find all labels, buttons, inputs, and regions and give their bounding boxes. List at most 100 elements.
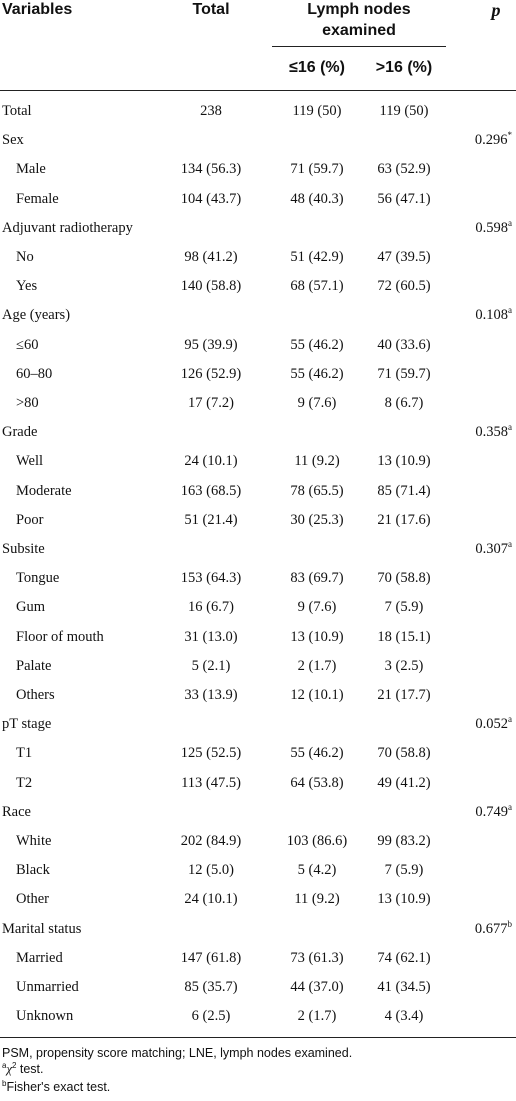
table-bottom-rule (0, 1037, 516, 1038)
header-le16: ≤16 (%) (289, 59, 345, 76)
cell-p-value: 0.296* (475, 131, 512, 149)
cell-total: 12 (5.0) (188, 862, 234, 879)
row-label: Male (16, 161, 46, 178)
cell-le16: 2 (1.7) (297, 1008, 337, 1025)
p-value-text: 0.677 (474, 920, 508, 937)
row-label: Marital status (2, 920, 82, 937)
cell-le16: 11 (9.2) (294, 891, 340, 908)
cell-gt16: 71 (59.7) (377, 365, 431, 382)
cell-gt16: 13 (10.9) (377, 891, 431, 908)
row-label: ≤60 (16, 336, 39, 353)
p-value-text: 0.307 (475, 541, 508, 557)
row-label: Gum (16, 599, 45, 616)
row-label: Unmarried (16, 979, 79, 995)
p-value-text: 0.358 (475, 424, 508, 441)
p-value-text: 0.296 (474, 132, 508, 149)
cell-le16: 13 (10.9) (290, 628, 344, 645)
cell-total: 202 (84.9) (180, 833, 242, 849)
cell-total: 95 (39.9) (184, 336, 238, 353)
footnote-a-square: 2 (11, 1061, 17, 1070)
row-label: Palate (16, 657, 52, 674)
row-label: White (16, 833, 52, 849)
cell-le16: 55 (46.2) (290, 365, 344, 382)
cell-gt16: 47 (39.5) (377, 249, 431, 265)
p-value-footnote-mark: a (508, 217, 512, 228)
p-value-footnote-mark: a (508, 539, 512, 549)
cell-gt16: 70 (58.8) (377, 745, 431, 762)
row-label: pT stage (2, 716, 52, 733)
cell-gt16: 72 (60.5) (377, 278, 431, 295)
cell-le16: 9 (7.6) (297, 395, 337, 411)
cell-le16: 2 (1.7) (297, 657, 337, 674)
header-lne-line1: Lymph nodes (307, 1, 411, 18)
cell-le16: 11 (9.2) (294, 453, 340, 470)
cell-total: 17 (7.2) (188, 395, 234, 411)
cell-total: 24 (10.1) (184, 891, 238, 908)
cell-gt16: 56 (47.1) (377, 190, 431, 207)
cell-le16: 55 (46.2) (290, 745, 344, 762)
cell-gt16: 7 (5.9) (384, 862, 424, 879)
p-value-text: 0.108 (475, 307, 508, 324)
p-value-footnote-mark: a (508, 305, 512, 316)
cell-total: 125 (52.5) (180, 745, 242, 762)
cell-gt16: 41 (34.5) (377, 979, 431, 995)
row-label: T2 (16, 774, 33, 791)
cell-le16: 55 (46.2) (290, 336, 344, 353)
cell-total: 238 (200, 103, 222, 119)
footnote-a-chi: χ (6, 1062, 12, 1076)
cell-total: 153 (64.3) (180, 570, 242, 587)
cell-total: 140 (58.8) (180, 278, 242, 295)
cell-gt16: 21 (17.7) (377, 687, 431, 703)
row-label: Adjuvant radiotherapy (2, 219, 133, 236)
cell-total: 33 (13.9) (184, 687, 238, 703)
p-value-footnote-mark: a (508, 801, 512, 812)
header-gt16: >16 (%) (375, 59, 433, 76)
cell-total: 163 (68.5) (180, 482, 242, 499)
cell-p-value: 0.108a (475, 306, 512, 324)
cell-total: 104 (43.7) (180, 190, 242, 207)
row-label: Subsite (2, 541, 45, 557)
cell-p-value: 0.052a (475, 715, 512, 733)
cell-gt16: 70 (58.8) (377, 570, 431, 587)
cell-p-value: 0.677b (474, 919, 512, 938)
cell-total: 51 (21.4) (184, 511, 238, 528)
cell-total: 16 (6.7) (188, 599, 234, 616)
cell-le16: 103 (86.6) (286, 833, 348, 849)
footnote-b: bFisher's exact test. (2, 1079, 110, 1095)
cell-total: 134 (56.3) (180, 161, 242, 178)
cell-gt16: 18 (15.1) (377, 628, 431, 645)
row-label: >80 (16, 395, 39, 411)
header-bottom-rule (0, 90, 516, 91)
cell-le16: 51 (42.9) (290, 249, 344, 265)
cell-gt16: 8 (6.7) (384, 395, 424, 411)
header-total: Total (192, 1, 230, 18)
cell-gt16: 40 (33.6) (377, 336, 431, 353)
cell-p-value: 0.307a (475, 540, 512, 558)
cell-total: 147 (61.8) (180, 949, 242, 966)
cell-gt16: 119 (50) (379, 103, 429, 119)
row-label: Poor (16, 511, 44, 528)
row-label: T1 (16, 745, 33, 762)
row-label: Unknown (16, 1008, 74, 1025)
cell-le16: 119 (50) (292, 103, 342, 119)
row-label: Tongue (16, 570, 60, 587)
p-value-text: 0.749 (475, 803, 508, 820)
cell-p-value: 0.749a (475, 801, 512, 821)
row-label: 60–80 (16, 365, 53, 382)
cell-gt16: 4 (3.4) (384, 1008, 424, 1025)
footnote-a-mark: a (2, 1061, 7, 1070)
footnote-abbreviations: PSM, propensity score matching; LNE, lym… (2, 1046, 353, 1060)
p-value-footnote-mark: a (508, 714, 512, 725)
row-label: Moderate (16, 482, 72, 499)
p-value-text: 0.598 (475, 219, 508, 236)
cell-gt16: 99 (83.2) (377, 833, 431, 849)
cell-gt16: 13 (10.9) (377, 453, 431, 470)
footnote-b-mark: b (2, 1079, 7, 1088)
header-variables: Variables (2, 1, 73, 18)
row-label: Grade (2, 424, 38, 441)
row-label: Total (2, 103, 32, 119)
cell-le16: 68 (57.1) (290, 278, 344, 295)
cell-total: 5 (2.1) (191, 657, 231, 674)
row-label: Married (16, 949, 63, 966)
row-label: Others (16, 687, 55, 703)
